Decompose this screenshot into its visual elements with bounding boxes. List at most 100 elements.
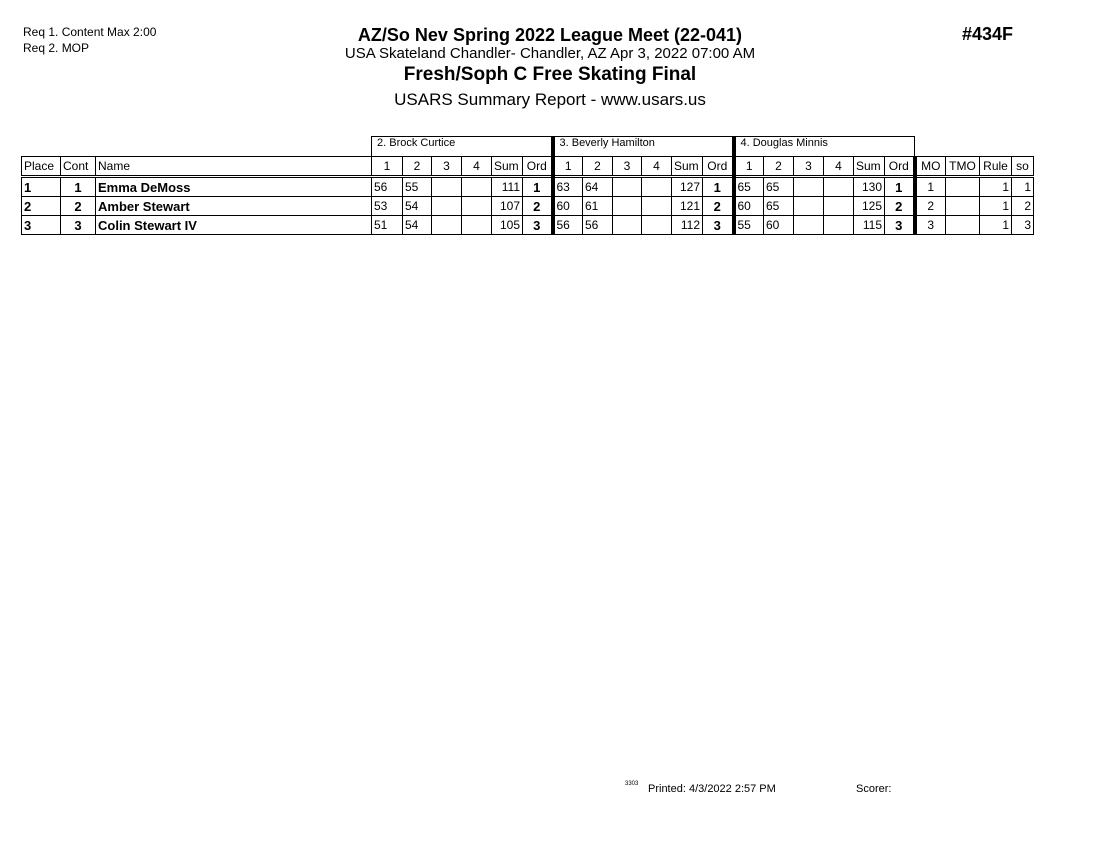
ordinal-cell: 2: [884, 196, 917, 216]
header-tmo: TMO: [945, 156, 980, 178]
event-number: #434F: [962, 24, 1014, 44]
column-header-row: Place Cont Name 1 2 3 4 Sum Ord 1 2 3 4 Sum Ord 1 2 3 4 Sum…: [21, 156, 1034, 178]
sum-cell: 125: [853, 196, 885, 216]
place-cell: 3: [21, 215, 61, 235]
scorer-label: Scorer:: [856, 783, 892, 795]
mo-cell: 2: [914, 196, 946, 216]
name-cell: Emma DeMoss: [95, 176, 372, 197]
score-cell: [823, 215, 854, 235]
tmo-cell: [945, 215, 980, 235]
ordinal-cell: 3: [522, 215, 555, 235]
so-cell: 2: [1011, 196, 1034, 216]
score-cell: 54: [402, 215, 432, 235]
printed-timestamp: Printed: 4/3/2022 2:57 PM: [648, 783, 776, 795]
score-cell: 53: [371, 196, 403, 216]
ordinal-cell: 2: [522, 196, 555, 216]
score-cell: 55: [733, 215, 764, 235]
header-judge-col: 2: [402, 156, 432, 178]
score-cell: 64: [582, 176, 613, 197]
header-place: Place: [21, 156, 61, 178]
mo-cell: 1: [914, 176, 946, 197]
so-cell: 3: [1011, 215, 1034, 235]
sum-cell: 105: [491, 215, 523, 235]
ordinal-cell: 1: [702, 176, 736, 197]
judge-name: 3. Beverly Hamilton: [552, 136, 736, 157]
sum-cell: 121: [671, 196, 703, 216]
score-cell: 55: [402, 176, 432, 197]
score-cell: [612, 196, 642, 216]
table-row: 3 3 Colin Stewart IV 51 54 105 3 56 56 112 3 55 60 11…: [21, 215, 1034, 235]
header-judge-col: 4: [461, 156, 492, 178]
score-cell: 63: [552, 176, 583, 197]
header-judge-col: 1: [552, 156, 583, 178]
ordinal-cell: 3: [702, 215, 736, 235]
header-judge-col: Sum: [853, 156, 885, 178]
so-cell: 1: [1011, 176, 1034, 197]
score-cell: [641, 196, 672, 216]
score-cell: 56: [371, 176, 403, 197]
score-cell: [793, 176, 824, 197]
judge-name: 2. Brock Curtice: [371, 136, 555, 157]
sum-cell: 107: [491, 196, 523, 216]
header-rule: Rule: [979, 156, 1012, 178]
rule-cell: 1: [979, 215, 1012, 235]
score-cell: [612, 176, 642, 197]
score-cell: [641, 215, 672, 235]
rule-cell: 1: [979, 176, 1012, 197]
score-cell: [461, 215, 492, 235]
header-mo: MO: [914, 156, 946, 178]
score-cell: [431, 215, 462, 235]
sum-cell: 111: [491, 176, 523, 197]
header-name: Name: [95, 156, 372, 178]
header-cont: Cont: [60, 156, 96, 178]
event-title: Fresh/Soph C Free Skating Final: [403, 64, 697, 85]
ordinal-cell: 2: [702, 196, 736, 216]
sum-cell: 130: [853, 176, 885, 197]
rule-cell: 1: [979, 196, 1012, 216]
mo-cell: 3: [914, 215, 946, 235]
header-judge-col: 2: [582, 156, 613, 178]
score-cell: [431, 196, 462, 216]
score-cell: 51: [371, 215, 403, 235]
score-cell: [823, 176, 854, 197]
score-cell: [793, 215, 824, 235]
name-cell: Colin Stewart IV: [95, 215, 372, 235]
score-cell: 65: [763, 196, 794, 216]
score-cell: 60: [733, 196, 764, 216]
cont-cell: 2: [60, 196, 96, 216]
score-cell: [431, 176, 462, 197]
meet-location: USA Skateland Chandler- Chandler, AZ Apr…: [344, 45, 756, 62]
score-cell: [823, 196, 854, 216]
header-judge-col: 2: [763, 156, 794, 178]
sum-cell: 127: [671, 176, 703, 197]
header-judge-col: Sum: [491, 156, 523, 178]
score-cell: 65: [763, 176, 794, 197]
sum-cell: 112: [671, 215, 703, 235]
score-cell: 54: [402, 196, 432, 216]
results-table: 2. Brock Curtice 3. Beverly Hamilton 4. Do…: [21, 136, 1034, 235]
header-judge-col: 4: [823, 156, 854, 178]
score-cell: [461, 196, 492, 216]
score-cell: [461, 176, 492, 197]
score-cell: [641, 176, 672, 197]
tmo-cell: [945, 196, 980, 216]
tmo-cell: [945, 176, 980, 197]
score-cell: 60: [552, 196, 583, 216]
header-judge-col: 3: [612, 156, 642, 178]
place-cell: 2: [21, 196, 61, 216]
score-cell: 65: [733, 176, 764, 197]
score-cell: [793, 196, 824, 216]
score-cell: 61: [582, 196, 613, 216]
score-cell: 60: [763, 215, 794, 235]
header-judge-col: 4: [641, 156, 672, 178]
header-judge-col: 1: [371, 156, 403, 178]
header-judge-col: Sum: [671, 156, 703, 178]
ordinal-cell: 3: [884, 215, 917, 235]
cont-cell: 3: [60, 215, 96, 235]
blank-cell: [22, 137, 372, 157]
ordinal-cell: 1: [884, 176, 917, 197]
header-judge-col: 3: [431, 156, 462, 178]
table-row: 2 2 Amber Stewart 53 54 107 2 60 61 121 2 60 65 125 2 2…: [21, 196, 1034, 216]
report-title: USARS Summary Report - www.usars.us: [394, 90, 706, 109]
header-judge-col: 3: [793, 156, 824, 178]
